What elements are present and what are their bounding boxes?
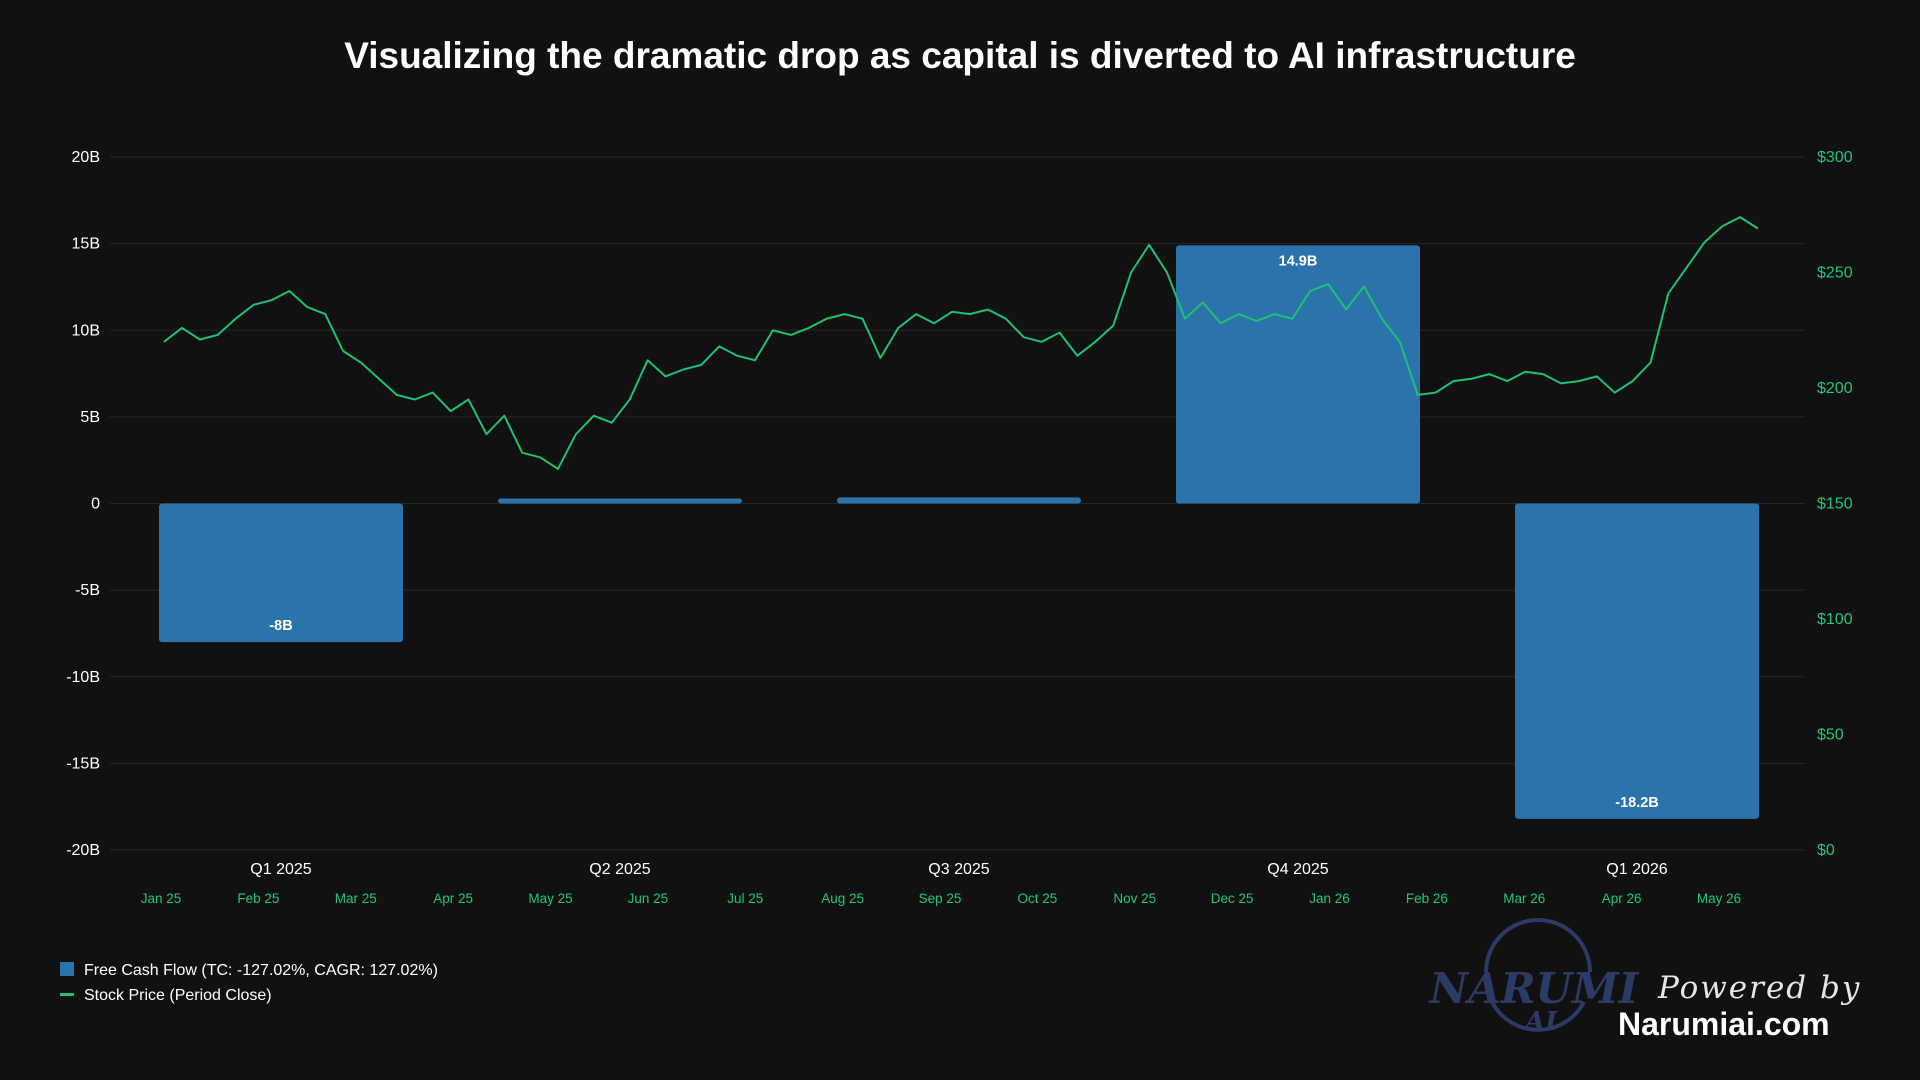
narumi-logo: NARUMI AI bbox=[1428, 918, 1640, 1037]
month-tick-label: Oct 25 bbox=[1017, 891, 1057, 906]
right-tick-label: $300 bbox=[1817, 149, 1853, 166]
month-tick-label: Feb 26 bbox=[1406, 891, 1448, 906]
category-axis: Q1 2025 Q2 2025 Q3 2025 Q4 2025 Q1 2026 bbox=[250, 861, 1667, 878]
month-tick-label: Feb 25 bbox=[237, 891, 279, 906]
legend-label-bar: Free Cash Flow (TC: -127.02%, CAGR: 127.… bbox=[84, 962, 438, 979]
legend: Free Cash Flow (TC: -127.02%, CAGR: 127.… bbox=[60, 962, 438, 1004]
chart-title: Visualizing the dramatic drop as capital… bbox=[344, 35, 1576, 76]
fcf-bar bbox=[837, 497, 1081, 504]
fcf-bar bbox=[1176, 245, 1420, 504]
right-tick-label: $0 bbox=[1817, 842, 1835, 859]
left-tick-label: -5B bbox=[75, 582, 100, 599]
month-tick-label: Apr 25 bbox=[433, 891, 473, 906]
right-tick-label: $150 bbox=[1817, 496, 1853, 513]
left-tick-label: -10B bbox=[66, 669, 100, 686]
legend-swatch-line bbox=[60, 993, 74, 996]
legend-label-line: Stock Price (Period Close) bbox=[84, 987, 272, 1004]
left-tick-label: 10B bbox=[72, 322, 100, 339]
right-tick-label: $200 bbox=[1817, 380, 1853, 397]
left-axis: 20B 15B 10B 5B 0 -5B -10B -15B -20B bbox=[66, 149, 100, 859]
watermark: NARUMI AI Powered by Narumiai.com bbox=[1428, 918, 1861, 1042]
month-tick-label: Mar 26 bbox=[1503, 891, 1545, 906]
month-tick-label: Jun 25 bbox=[628, 891, 669, 906]
category-label: Q1 2025 bbox=[250, 861, 311, 878]
month-tick-label: Sep 25 bbox=[919, 891, 962, 906]
stock-price-line bbox=[163, 216, 1759, 470]
left-tick-label: -20B bbox=[66, 842, 100, 859]
month-tick-label: Dec 25 bbox=[1211, 891, 1254, 906]
line-series bbox=[163, 216, 1759, 470]
month-tick-label: May 26 bbox=[1697, 891, 1741, 906]
bar-series bbox=[159, 245, 1759, 819]
month-tick-label: Mar 25 bbox=[335, 891, 377, 906]
bar-value-label: -18.2B bbox=[1615, 795, 1659, 811]
powered-by-text: Powered by bbox=[1657, 970, 1861, 1006]
bar-value-label: 14.9B bbox=[1279, 253, 1318, 269]
legend-swatch-bar bbox=[60, 962, 74, 976]
month-tick-label: Jan 26 bbox=[1309, 891, 1350, 906]
left-tick-label: 5B bbox=[80, 409, 100, 426]
logo-text: NARUMI bbox=[1428, 964, 1640, 1013]
right-tick-label: $100 bbox=[1817, 611, 1853, 628]
month-tick-label: Nov 25 bbox=[1113, 891, 1156, 906]
month-tick-label: May 25 bbox=[528, 891, 572, 906]
month-tick-label: Jul 25 bbox=[727, 891, 763, 906]
category-label: Q3 2025 bbox=[928, 861, 989, 878]
bar-labels: -8B 14.9B -18.2B bbox=[269, 253, 1658, 810]
category-label: Q4 2025 bbox=[1267, 861, 1328, 878]
logo-subtext: AI bbox=[1522, 1007, 1558, 1037]
category-label: Q1 2026 bbox=[1606, 861, 1667, 878]
left-tick-label: 15B bbox=[72, 236, 100, 253]
site-url: Narumiai.com bbox=[1618, 1006, 1830, 1042]
bar-value-label: -8B bbox=[269, 618, 292, 634]
category-label: Q2 2025 bbox=[589, 861, 650, 878]
right-tick-label: $250 bbox=[1817, 265, 1853, 282]
month-tick-label: Apr 26 bbox=[1602, 891, 1642, 906]
right-axis: $300 $250 $200 $150 $100 $50 $0 bbox=[1817, 149, 1853, 859]
left-tick-label: 0 bbox=[91, 496, 100, 513]
fcf-bar bbox=[159, 503, 403, 643]
month-axis: Jan 25 Feb 25 Mar 25 Apr 25 May 25 Jun 25 Jul … bbox=[141, 891, 1741, 906]
left-tick-label: 20B bbox=[72, 149, 100, 166]
right-tick-label: $50 bbox=[1817, 727, 1844, 744]
month-tick-label: Jan 25 bbox=[141, 891, 182, 906]
fcf-bar bbox=[1515, 503, 1759, 819]
month-tick-label: Aug 25 bbox=[821, 891, 864, 906]
fcf-bar bbox=[498, 498, 742, 504]
left-tick-label: -15B bbox=[66, 755, 100, 772]
